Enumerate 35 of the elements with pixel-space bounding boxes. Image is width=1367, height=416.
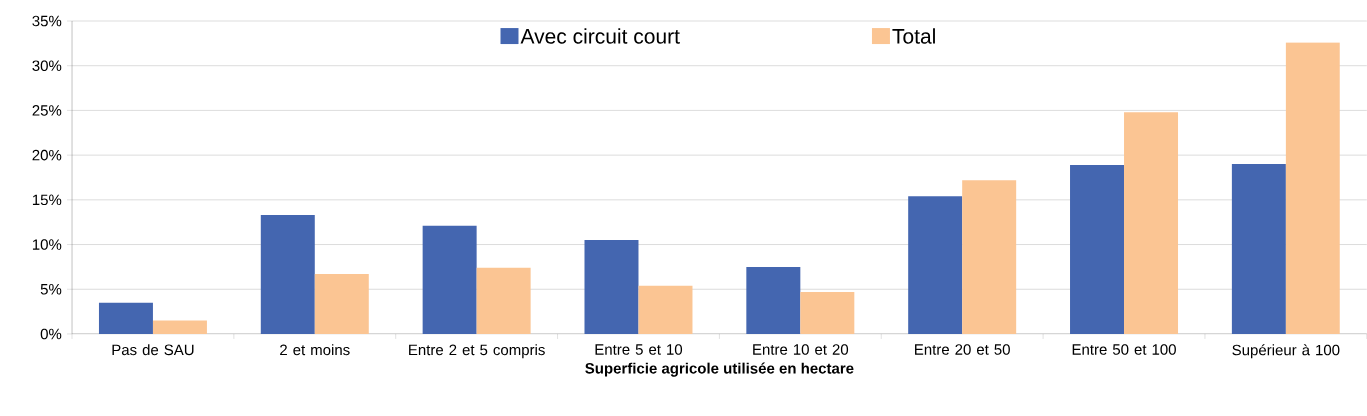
- bar: [638, 285, 693, 334]
- x-tick-label: 2 et moins: [280, 344, 350, 356]
- x-tick-label: Entre 2 et 5 compris: [409, 344, 545, 359]
- y-tick-label: 5%: [40, 284, 62, 295]
- y-tick-label: 10%: [32, 239, 62, 250]
- y-tick-label: 30%: [32, 60, 62, 72]
- bar: [1124, 112, 1179, 334]
- bar: [800, 291, 855, 334]
- bar: [98, 302, 153, 334]
- x-tick-label: Entre 5 et 10: [595, 344, 683, 355]
- legend-label: Total: [892, 28, 935, 44]
- bar: [962, 180, 1017, 334]
- bar: [584, 240, 639, 334]
- bar: [260, 215, 315, 334]
- y-tick-label: 15%: [32, 194, 62, 206]
- y-tick-label: 35%: [32, 15, 62, 27]
- bar: [1231, 164, 1286, 334]
- bar: [1285, 42, 1340, 334]
- bar: [314, 274, 369, 334]
- bar: [476, 267, 531, 334]
- y-tick-label: 20%: [32, 149, 62, 161]
- legend-label: Avec circuit court: [520, 28, 680, 44]
- bar: [422, 225, 477, 334]
- bar: [746, 266, 801, 334]
- x-tick-label: Supérieur à 100: [1232, 344, 1340, 359]
- x-tick-label: Entre 10 et 20: [753, 344, 849, 355]
- x-tick-label: Entre 20 et 50: [915, 344, 1010, 355]
- x-tick-label: Pas de SAU: [112, 344, 194, 356]
- y-tick-label: 25%: [32, 105, 62, 116]
- x-tick-label: Entre 50 et 100: [1072, 344, 1176, 355]
- bar: [908, 196, 963, 334]
- y-tick-label: 0%: [40, 328, 62, 340]
- bar: [152, 320, 207, 334]
- x-axis-title: Superficie agricole utilisée en hectare: [585, 362, 854, 377]
- bar: [1070, 164, 1125, 334]
